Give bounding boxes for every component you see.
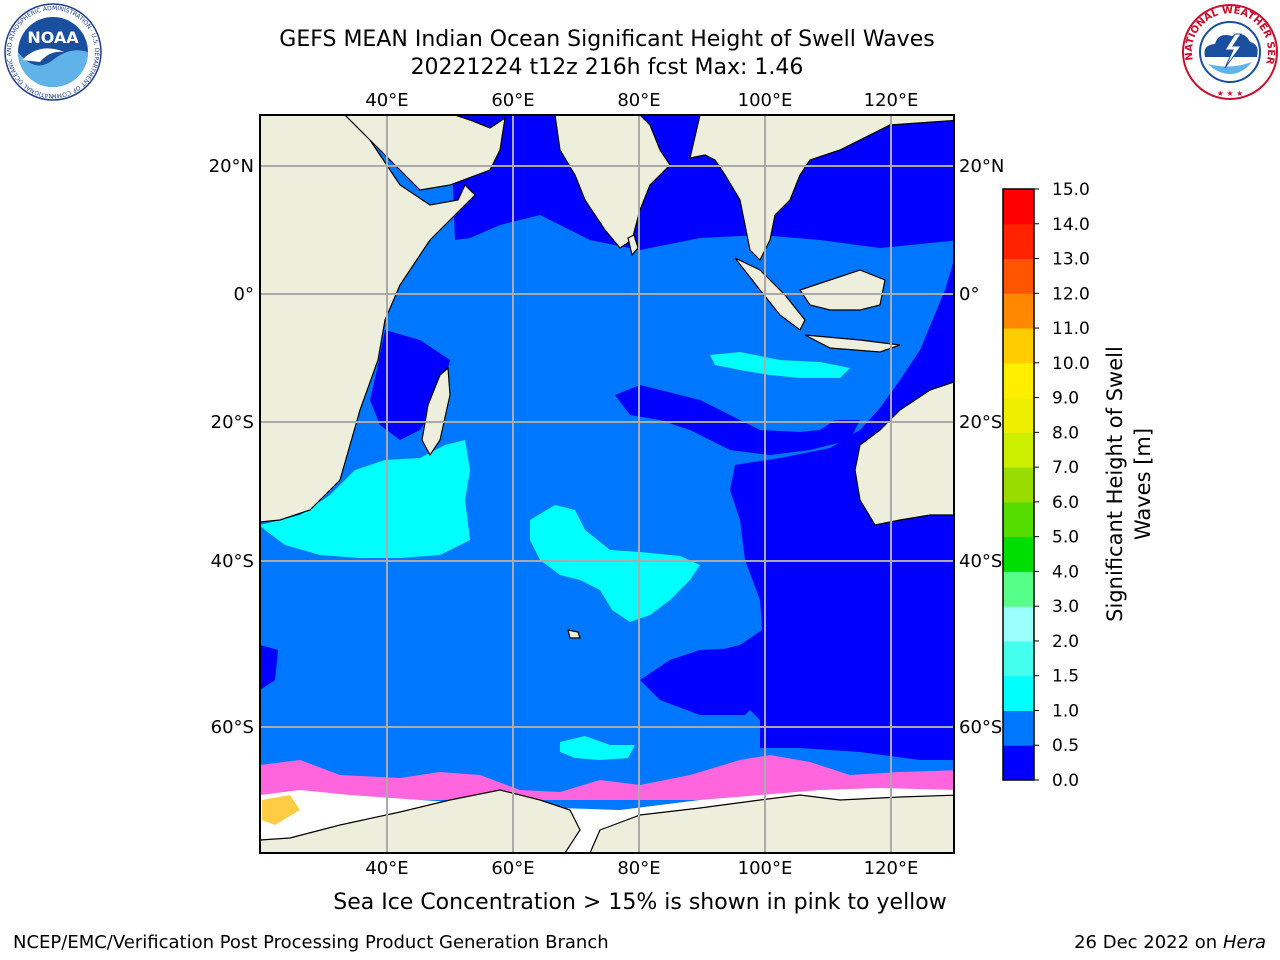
colorbar-segment — [1003, 362, 1034, 399]
swell-patch-central — [530, 505, 700, 622]
colorbar — [1002, 188, 1035, 781]
colorbar-segment — [1003, 640, 1034, 677]
colorbar-tick-label: 0.0 — [1052, 771, 1079, 791]
lat-tick-label: 20°N — [959, 156, 1004, 177]
land-madagascar — [421, 366, 451, 457]
lon-tick-label: 60°E — [491, 858, 534, 879]
colorbar-tick-label: 13.0 — [1052, 250, 1090, 270]
colorbar-segment — [1003, 293, 1034, 329]
colorbar-segment — [1003, 606, 1034, 642]
lon-tick-label: 40°E — [365, 90, 408, 111]
colorbar-tick-label: 3.0 — [1052, 597, 1079, 617]
colorbar-segment — [1003, 223, 1034, 260]
chart-subtitle: 20221224 t12z 216h fcst Max: 1.46 — [410, 55, 804, 80]
colorbar-segment — [1003, 501, 1034, 538]
colorbar-segment — [1003, 397, 1034, 433]
colorbar-tick-label: 11.0 — [1052, 319, 1090, 339]
colorbar-segment — [1003, 536, 1034, 572]
land-india — [554, 115, 671, 249]
map-area — [260, 115, 954, 853]
lat-labels-left: 20°N 0° 20°S 40°S 60°S — [209, 156, 254, 738]
colorbar-segment — [1003, 571, 1034, 607]
lon-labels-top: 40°E 60°E 80°E 100°E 120°E — [365, 90, 918, 111]
low-swell-south-patch — [640, 648, 762, 715]
land-africa — [260, 115, 476, 523]
lon-labels-bottom: 40°E 60°E 80°E 100°E 120°E — [365, 858, 918, 879]
lat-tick-label: 40°S — [959, 551, 1002, 572]
lat-tick-label: 60°S — [211, 717, 254, 738]
colorbar-tick-label: 9.0 — [1052, 389, 1079, 409]
colorbar-segment — [1003, 432, 1034, 468]
land-southeast-asia — [689, 115, 954, 262]
lon-tick-label: 40°E — [365, 858, 408, 879]
colorbar-segment — [1003, 710, 1034, 746]
colorbar-segment — [1003, 675, 1034, 711]
colorbar-tick-label: 8.0 — [1052, 423, 1079, 443]
noaa-logo: NOAA NATIONAL OCEANIC AND ATMOSPHERIC AD… — [2, 2, 102, 101]
lon-tick-label: 80°E — [617, 90, 660, 111]
colorbar-tick-label: 1.5 — [1052, 667, 1079, 687]
colorbar-tick-label: 10.0 — [1052, 354, 1090, 374]
colorbar-tick-label: 6.0 — [1052, 493, 1079, 513]
colorbar-label-line1: Significant Height of Swell — [1103, 346, 1127, 622]
colorbar-segment — [1003, 258, 1034, 294]
lat-tick-label: 20°N — [209, 156, 254, 177]
sea-ice-note: Sea Ice Concentration > 15% is shown in … — [333, 890, 947, 915]
footer-machine: Hera — [1222, 932, 1266, 953]
colorbar-tick-label: 12.0 — [1052, 284, 1090, 304]
colorbar-segment — [1003, 467, 1034, 503]
colorbar-segment — [1003, 745, 1034, 781]
nws-logo-stars: ★ ★ ★ — [1217, 89, 1244, 98]
colorbar-tick-label: 14.0 — [1052, 215, 1090, 235]
footer-date-text: 26 Dec 2022 on — [1074, 932, 1218, 953]
land — [260, 115, 954, 853]
colorbar-tick-label: 1.0 — [1052, 701, 1079, 721]
nws-logo: NATIONAL WEATHER SERVICE ★ ★ ★ — [1180, 2, 1278, 100]
graticule — [260, 115, 954, 853]
low-swell-central-patch — [615, 385, 860, 455]
lon-tick-label: 80°E — [617, 858, 660, 879]
sea-ice-edge-yellow — [262, 795, 300, 825]
colorbar-segment — [1003, 189, 1034, 225]
swell-patch-southwest-indian — [260, 440, 470, 558]
footer-date: 26 Dec 2022 on Hera — [1074, 932, 1266, 953]
swell-patch-east — [710, 352, 850, 378]
colorbar-tick-label: 7.0 — [1052, 458, 1079, 478]
lat-labels-right: 20°N 0° 20°S 40°S 60°S — [959, 156, 1004, 738]
colorbar-tick-label: 0.5 — [1052, 736, 1079, 756]
lon-tick-label: 120°E — [864, 858, 919, 879]
noaa-logo-text: NOAA — [27, 28, 79, 47]
lat-tick-label: 60°S — [959, 717, 1002, 738]
land-antarctica — [260, 789, 954, 853]
lon-tick-label: 100°E — [738, 90, 793, 111]
lon-tick-label: 100°E — [738, 858, 793, 879]
land-kerguelen — [567, 629, 581, 639]
colorbar-frame — [1002, 188, 1035, 781]
lat-tick-label: 0° — [959, 284, 979, 305]
low-swell-east — [680, 260, 954, 760]
colorbar-tick-label: 4.0 — [1052, 562, 1079, 582]
low-swell-southwest — [260, 645, 278, 690]
lat-tick-label: 20°S — [211, 412, 254, 433]
swell-patch-south — [560, 736, 635, 760]
lon-tick-label: 60°E — [491, 90, 534, 111]
chart-title: GEFS MEAN Indian Ocean Significant Heigh… — [279, 27, 935, 52]
colorbar-tick-label: 15.0 — [1052, 180, 1090, 200]
map-frame — [259, 114, 955, 854]
colorbar-segment — [1003, 328, 1034, 364]
land-australia — [854, 381, 954, 526]
lon-tick-label: 120°E — [864, 90, 919, 111]
lat-tick-label: 40°S — [211, 551, 254, 572]
footer-org: NCEP/EMC/Verification Post Processing Pr… — [13, 932, 609, 953]
lat-tick-label: 20°S — [959, 412, 1002, 433]
colorbar-tick-label: 5.0 — [1052, 528, 1079, 548]
colorbar-ticks: 0.0 0.5 1.0 1.5 2.0 3.0 4.0 5.0 6.0 7.0 8.0 9.0 10.0… — [1034, 180, 1090, 791]
lat-tick-label: 0° — [234, 284, 254, 305]
colorbar-tick-label: 2.0 — [1052, 632, 1079, 652]
sea-ice-band — [260, 755, 954, 800]
colorbar-label-line2: Waves [m] — [1131, 428, 1155, 540]
